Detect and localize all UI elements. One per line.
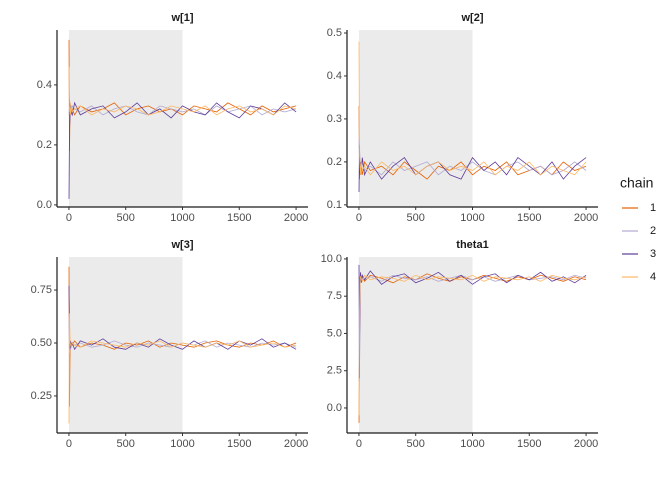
- y-tick-label: 7.5: [327, 290, 342, 302]
- panel-title: w[3]: [171, 239, 194, 251]
- y-tick-label: 5.0: [327, 327, 342, 339]
- y-tick-label: 0.0: [37, 199, 52, 211]
- y-tick-label: 0.25: [31, 390, 52, 402]
- trace-line: 1: [68, 266, 297, 407]
- x-tick-label: 500: [407, 438, 425, 450]
- x-tick-label: 2000: [284, 438, 308, 450]
- warmup-region: [68, 30, 183, 207]
- x-tick-label: 2000: [574, 212, 598, 224]
- y-tick-label: 0.4: [327, 70, 342, 82]
- x-tick-label: 1000: [170, 212, 194, 224]
- y-tick-label: 0.2: [37, 139, 52, 151]
- x-tick-label: 0: [66, 438, 72, 450]
- trace-line: 2: [358, 274, 587, 382]
- x-tick-label: 1000: [170, 438, 194, 450]
- legend-label: 4: [650, 271, 656, 283]
- y-tick-label: 2.5: [327, 365, 342, 377]
- trace-line: 4: [358, 41, 587, 176]
- legend-label: 2: [650, 225, 656, 237]
- y-tick-label: 0.75: [31, 284, 52, 296]
- x-tick-label: 1500: [227, 212, 251, 224]
- x-tick-label: 1500: [517, 212, 541, 224]
- trace-line: 4: [358, 274, 587, 416]
- y-tick-label: 0.4: [37, 79, 52, 91]
- legend-title: chain: [620, 175, 653, 191]
- x-tick-label: 500: [117, 212, 135, 224]
- y-tick-label: 0.5: [327, 27, 342, 39]
- x-tick-label: 2000: [284, 212, 308, 224]
- y-tick-label: 10.0: [321, 253, 342, 265]
- legend-label: 1: [650, 202, 656, 214]
- panel-title: w[1]: [171, 12, 194, 24]
- y-tick-label: 0.2: [327, 156, 342, 168]
- trace-line: 4: [68, 313, 297, 424]
- y-tick-label: 0.0: [327, 402, 342, 414]
- x-tick-label: 2000: [574, 438, 598, 450]
- panel-title: w[2]: [461, 12, 484, 24]
- x-tick-label: 1500: [517, 438, 541, 450]
- warmup-region: [358, 257, 473, 433]
- legend-label: 3: [650, 248, 656, 260]
- x-tick-label: 500: [407, 212, 425, 224]
- x-tick-label: 0: [66, 212, 72, 224]
- warmup-region: [358, 30, 473, 207]
- x-tick-label: 1500: [227, 438, 251, 450]
- trace-line: 4: [68, 66, 297, 116]
- panel-title: theta1: [456, 239, 488, 251]
- y-tick-label: 0.3: [327, 113, 342, 125]
- x-tick-label: 500: [117, 438, 135, 450]
- x-tick-label: 0: [356, 212, 362, 224]
- y-tick-label: 0.50: [31, 337, 52, 349]
- x-tick-label: 0: [356, 438, 362, 450]
- y-tick-label: 0.1: [327, 199, 342, 211]
- x-tick-label: 1000: [460, 212, 484, 224]
- x-tick-label: 1000: [460, 438, 484, 450]
